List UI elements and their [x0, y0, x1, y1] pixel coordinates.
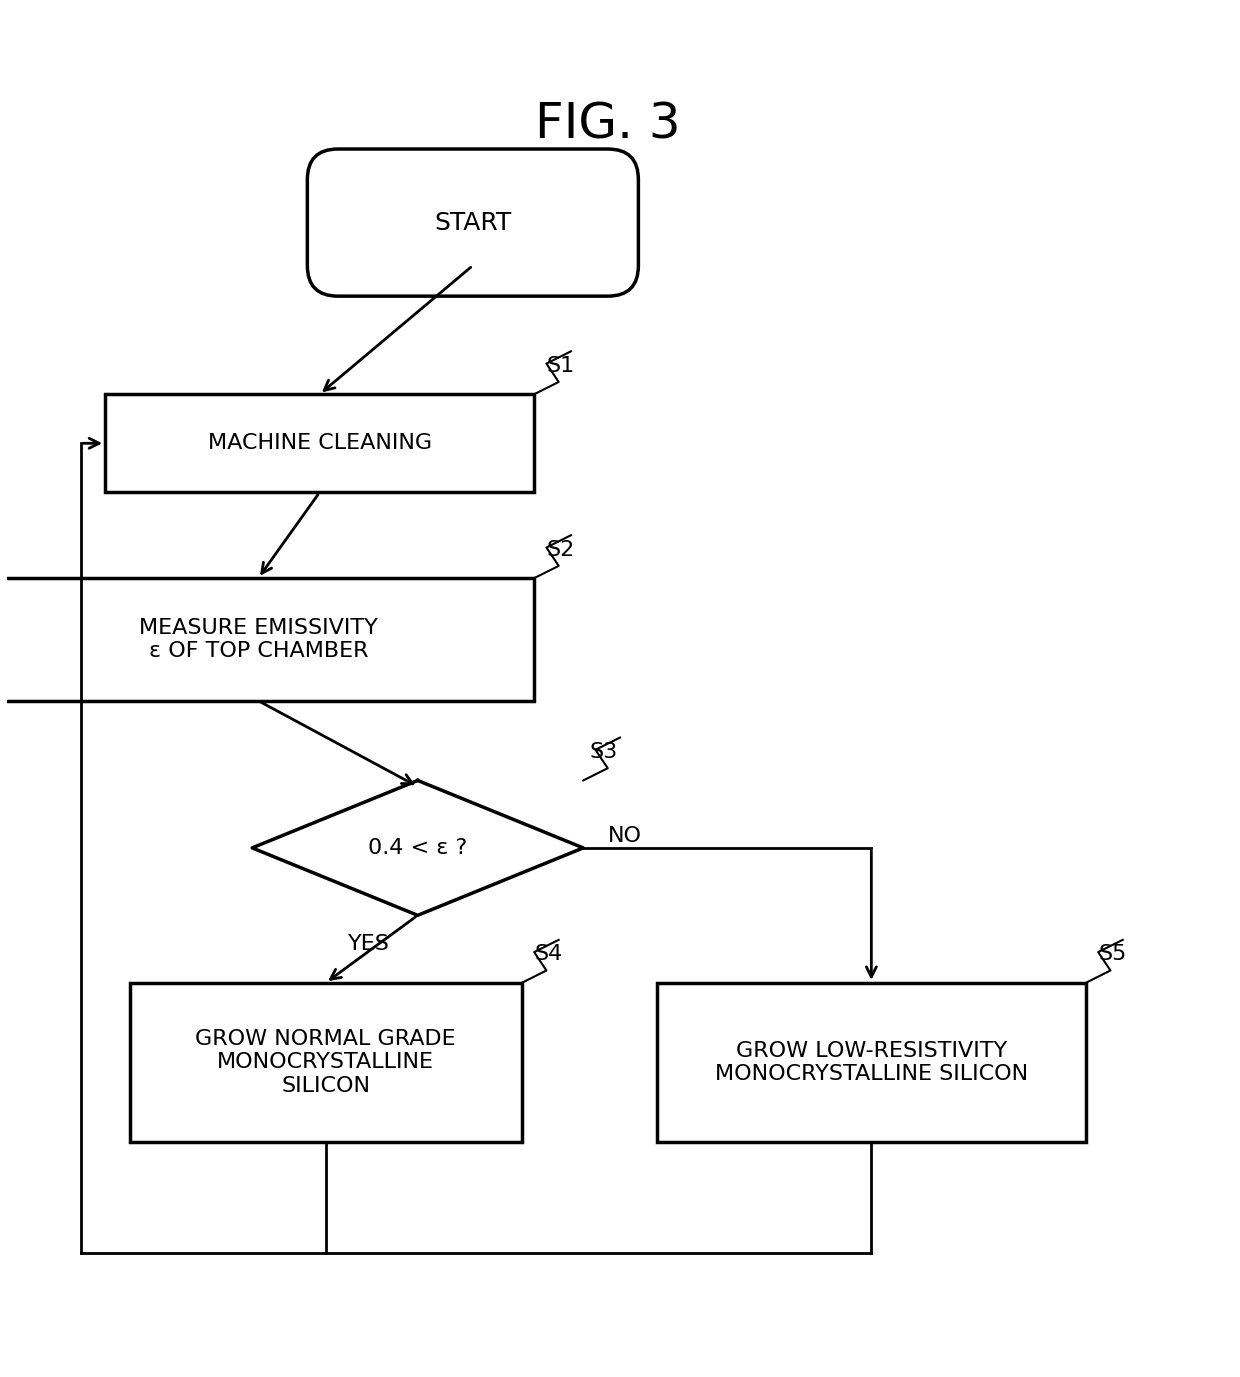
Text: YES: YES — [347, 934, 389, 954]
Text: S3: S3 — [589, 742, 618, 761]
Text: 0.4 < ε ?: 0.4 < ε ? — [368, 837, 467, 858]
Text: GROW LOW-RESISTIVITY
MONOCRYSTALLINE SILICON: GROW LOW-RESISTIVITY MONOCRYSTALLINE SIL… — [714, 1041, 1028, 1084]
Text: FIG. 3: FIG. 3 — [534, 101, 681, 149]
Polygon shape — [252, 781, 583, 916]
Bar — [657, 983, 1086, 1142]
Text: S4: S4 — [534, 945, 563, 964]
Text: S5: S5 — [1099, 945, 1127, 964]
Text: NO: NO — [608, 826, 642, 845]
FancyBboxPatch shape — [308, 149, 639, 296]
Text: MEASURE EMISSIVITY
ε OF TOP CHAMBER: MEASURE EMISSIVITY ε OF TOP CHAMBER — [139, 618, 378, 661]
Text: MACHINE CLEANING: MACHINE CLEANING — [207, 434, 432, 453]
Text: S1: S1 — [547, 355, 574, 376]
Bar — [105, 394, 534, 493]
Text: START: START — [434, 211, 511, 234]
Text: GROW NORMAL GRADE
MONOCRYSTALLINE
SILICON: GROW NORMAL GRADE MONOCRYSTALLINE SILICO… — [196, 1029, 456, 1096]
Text: S2: S2 — [547, 540, 574, 560]
Bar — [0, 578, 534, 701]
Bar — [129, 983, 522, 1142]
